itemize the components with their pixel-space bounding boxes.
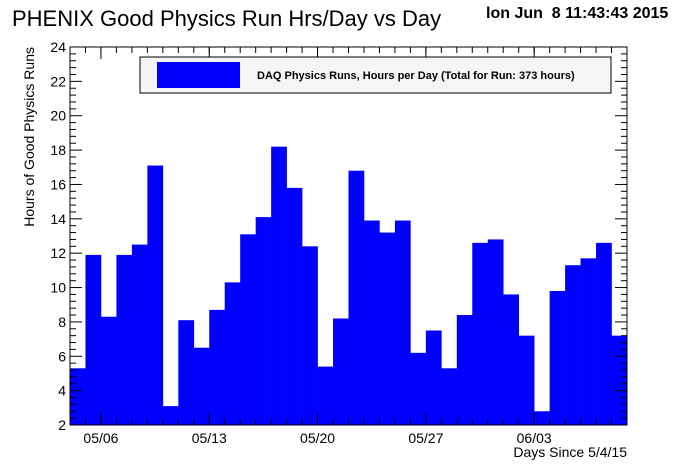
bar [302,246,318,425]
bar [193,347,210,425]
bar [348,170,365,425]
bar [394,220,411,425]
x-tick-label: 05/20 [300,430,335,446]
x-tick-label: 05/06 [83,430,118,446]
bar [162,406,179,425]
bars-layer [70,146,628,425]
y-tick-label: 4 [58,383,66,399]
chart-title: PHENIX Good Physics Run Hrs/Day vs Day [12,6,441,31]
bar [534,411,550,425]
bar [209,309,226,425]
y-tick-label: 20 [50,108,66,124]
bar [518,335,535,425]
y-axis-title: Hours of Good Physics Runs [21,47,37,227]
bar [85,254,102,425]
bar [565,265,581,425]
legend: DAQ Physics Runs, Hours per Day (Total f… [139,56,612,94]
bar [363,220,380,425]
y-tick-label: 24 [50,39,66,55]
bar [596,242,612,425]
x-tick-label: 06/03 [517,430,552,446]
legend-label: DAQ Physics Runs, Hours per Day (Total f… [257,70,575,82]
bar [224,282,241,425]
legend-swatch [157,62,240,88]
bar [100,316,117,425]
bar [116,254,133,425]
bar [147,165,164,425]
bar [425,330,442,425]
bar [333,318,349,425]
y-tick-label: 12 [50,245,66,261]
bar [131,244,148,425]
bar [549,290,566,425]
bar [456,315,473,425]
bar [580,258,597,425]
timestamp-label: lon Jun 8 11:43:43 2015 [486,5,668,22]
y-tick-label: 16 [50,176,66,192]
y-tick-label: 2 [58,417,66,433]
bar [611,335,628,425]
bar [271,146,287,425]
y-tick-label: 18 [50,142,66,158]
y-tick-label: 8 [58,314,66,330]
x-tick-label: 05/27 [408,430,443,446]
bar [472,242,489,425]
bar [379,232,396,425]
bar [317,366,334,425]
bar [503,294,519,425]
y-tick-label: 10 [50,280,66,296]
bar [240,234,256,425]
y-tick-label: 14 [50,211,66,227]
bar [441,368,458,425]
x-tick-label: 05/13 [192,430,227,446]
bar [255,217,272,425]
x-axis-title: Days Since 5/4/15 [513,444,627,460]
bar [487,239,504,425]
bar [410,352,427,425]
plot-frame [69,46,628,426]
y-tick-label: 22 [50,73,66,89]
y-tick-label: 6 [58,348,66,364]
bar [286,187,303,425]
bar [178,320,195,425]
